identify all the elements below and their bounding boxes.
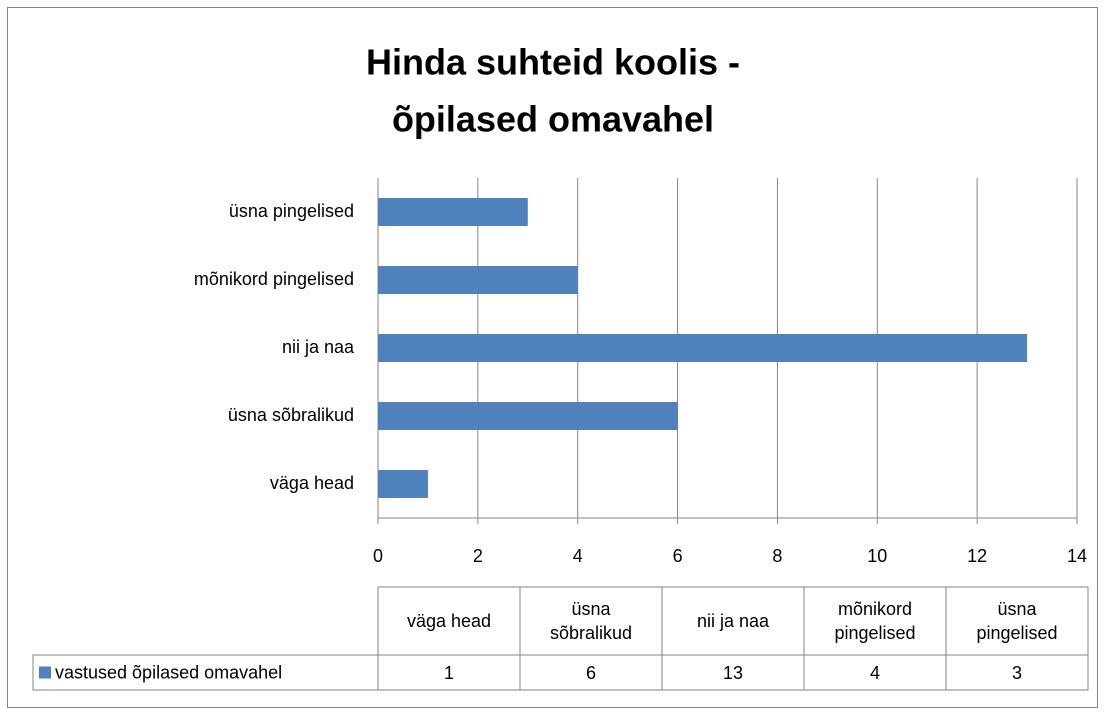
- table-value: 1: [443, 662, 454, 683]
- table-value: 6: [585, 662, 596, 683]
- bar: [378, 266, 578, 294]
- table-value: 13: [722, 662, 744, 683]
- chart-title: õpilased omavahel: [392, 99, 714, 140]
- table-header: nii ja naa: [696, 611, 770, 631]
- legend-label: vastused õpilased omavahel: [55, 662, 282, 682]
- table-cell: [32, 654, 379, 691]
- table-value: 3: [1011, 662, 1022, 683]
- bar: [378, 402, 678, 430]
- x-tick-label: 10: [867, 546, 887, 566]
- bar: [378, 334, 1028, 362]
- y-tick-label: mõnikord pingelised: [194, 269, 354, 289]
- bar: [378, 470, 428, 498]
- table-value: 3: [1011, 662, 1022, 683]
- table-header: mõnikord pingelised: [834, 599, 916, 643]
- table-value: 1: [443, 662, 454, 683]
- legend-swatch: [39, 666, 51, 679]
- bar: [378, 198, 528, 226]
- table-header: väga head: [406, 611, 492, 631]
- y-tick-label: nii ja naa: [282, 337, 355, 357]
- table-header: üsna pingelised: [976, 599, 1058, 643]
- table-cell: [945, 654, 1089, 691]
- x-tick-label: 2: [473, 546, 483, 566]
- table-header: mõnikord pingelised: [834, 599, 916, 643]
- table-value: 13: [722, 662, 744, 683]
- table-header: üsna sõbralikud: [549, 599, 633, 643]
- y-tick-label: üsna pingelised: [229, 201, 354, 221]
- y-tick-label: väga head: [270, 473, 354, 493]
- table-header: üsna pingelised: [976, 599, 1058, 643]
- table-value: 4: [869, 662, 880, 683]
- x-tick-label: 14: [1067, 546, 1087, 566]
- table-header: väga head: [406, 611, 492, 631]
- x-tick-label: 8: [772, 546, 782, 566]
- x-tick-label: 12: [967, 546, 987, 566]
- table-value: 4: [869, 662, 880, 683]
- x-tick-label: 6: [673, 546, 683, 566]
- x-tick-label: 0: [373, 546, 383, 566]
- table-value: 6: [585, 662, 596, 683]
- table-header: üsna sõbralikud: [549, 599, 633, 643]
- x-tick-label: 4: [573, 546, 583, 566]
- y-tick-label: üsna sõbralikud: [228, 405, 354, 425]
- table-header: nii ja naa: [696, 611, 770, 631]
- chart-title: Hinda suhteid koolis -: [366, 42, 740, 83]
